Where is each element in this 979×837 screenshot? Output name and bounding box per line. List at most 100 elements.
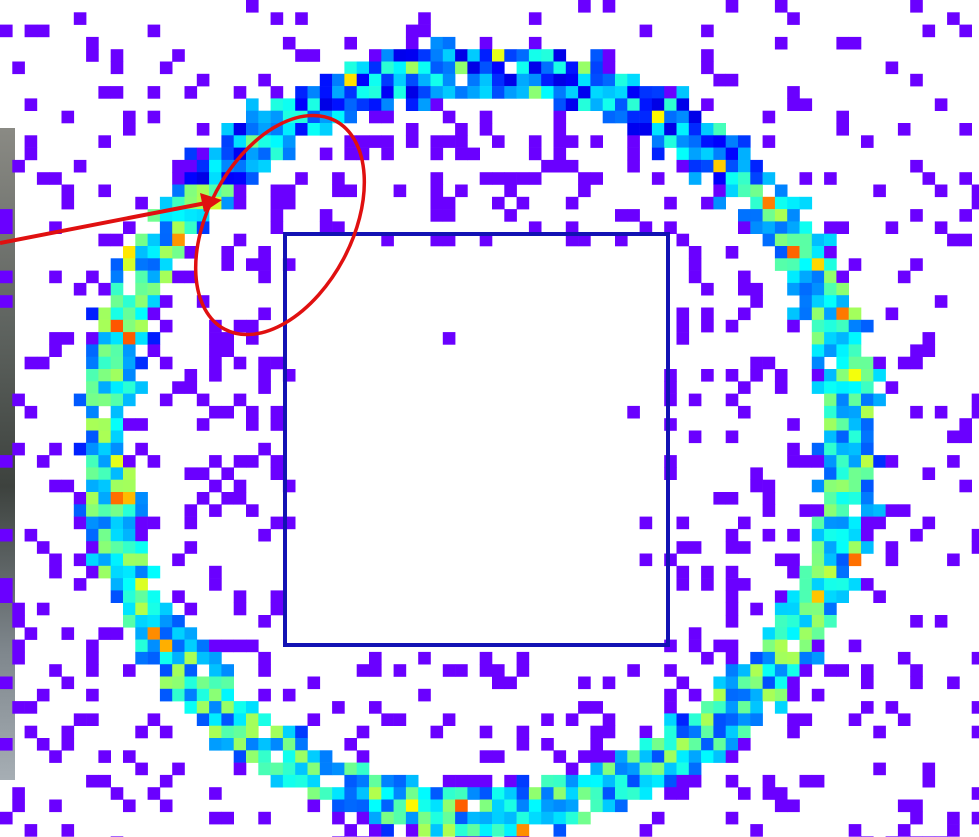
pixel <box>528 221 542 234</box>
pixel <box>98 356 111 370</box>
pixel <box>664 762 677 776</box>
pixel <box>602 762 616 776</box>
pixel <box>565 196 579 210</box>
pixel <box>688 393 702 407</box>
pixel <box>282 98 296 111</box>
pixel <box>135 578 148 591</box>
pixel <box>824 590 837 603</box>
pixel <box>307 750 321 763</box>
pixel <box>123 307 136 321</box>
pixel <box>12 639 25 653</box>
pixel <box>467 774 480 788</box>
pixel <box>811 639 825 653</box>
pixel <box>246 98 259 111</box>
pixel <box>897 651 911 665</box>
pixel <box>971 541 979 554</box>
pixel <box>430 49 444 62</box>
pixel <box>0 24 13 38</box>
pixel <box>516 86 530 99</box>
pixel <box>172 381 185 394</box>
pixel <box>258 664 271 677</box>
pixel <box>270 356 284 370</box>
pixel <box>184 246 198 259</box>
pixel <box>430 196 444 210</box>
pixel <box>799 221 813 234</box>
pixel <box>516 664 530 677</box>
pixel <box>553 774 567 788</box>
pixel <box>664 135 677 148</box>
pixel <box>110 467 124 480</box>
pixel <box>725 246 739 259</box>
pixel <box>836 393 849 407</box>
pixel <box>516 49 530 62</box>
pixel <box>110 479 124 493</box>
pixel <box>836 455 849 468</box>
pixel <box>811 356 825 370</box>
pixel <box>688 762 702 776</box>
pixel <box>774 590 788 603</box>
pixel <box>221 492 234 505</box>
pixel <box>701 98 714 111</box>
pixel <box>627 664 640 677</box>
pixel <box>811 528 825 542</box>
pixel <box>676 147 690 161</box>
pixel <box>110 787 124 800</box>
pixel <box>947 676 960 690</box>
pixel <box>848 553 862 567</box>
pixel <box>344 787 357 800</box>
pixel <box>270 725 284 739</box>
pixel <box>713 738 726 751</box>
pixel <box>110 627 124 640</box>
pixel <box>639 86 653 99</box>
pixel <box>418 24 431 38</box>
pixel <box>504 774 517 788</box>
pixel <box>24 147 38 161</box>
pixel <box>676 307 690 321</box>
pixel <box>787 442 800 456</box>
pixel <box>750 479 763 493</box>
pixel <box>221 639 234 653</box>
pixel <box>98 344 111 357</box>
pixel <box>172 184 185 198</box>
pixel <box>725 688 739 702</box>
pixel <box>897 504 911 517</box>
pixel <box>836 504 849 517</box>
pixel <box>184 86 198 99</box>
pixel <box>172 209 185 222</box>
pixel <box>528 147 542 161</box>
pixel <box>627 159 640 173</box>
pixel <box>282 147 296 161</box>
pixel <box>270 762 284 776</box>
pixel <box>86 774 99 788</box>
pixel <box>405 774 419 788</box>
pixel <box>762 676 776 690</box>
pixel <box>750 172 763 185</box>
pixel <box>725 565 739 579</box>
pixel <box>135 565 148 579</box>
pixel <box>159 602 173 616</box>
pixel <box>86 541 99 554</box>
pixel <box>123 332 136 345</box>
pixel <box>184 381 198 394</box>
pixel <box>86 332 99 345</box>
pixel <box>332 799 345 813</box>
pixel <box>824 172 837 185</box>
pixel <box>405 799 419 813</box>
pixel <box>848 541 862 554</box>
pixel <box>799 270 813 284</box>
pixel <box>713 159 726 173</box>
pixel <box>848 369 862 382</box>
pixel <box>528 787 542 800</box>
pixel <box>147 344 161 357</box>
pixel <box>172 221 185 234</box>
pixel <box>922 332 936 345</box>
pixel <box>713 184 726 198</box>
pixel <box>184 676 198 690</box>
pixel <box>774 369 788 382</box>
pixel <box>627 135 640 148</box>
pixel <box>738 787 751 800</box>
pixel <box>725 159 739 173</box>
pixel <box>824 615 837 628</box>
pixel <box>701 147 714 161</box>
pixel <box>873 356 886 370</box>
